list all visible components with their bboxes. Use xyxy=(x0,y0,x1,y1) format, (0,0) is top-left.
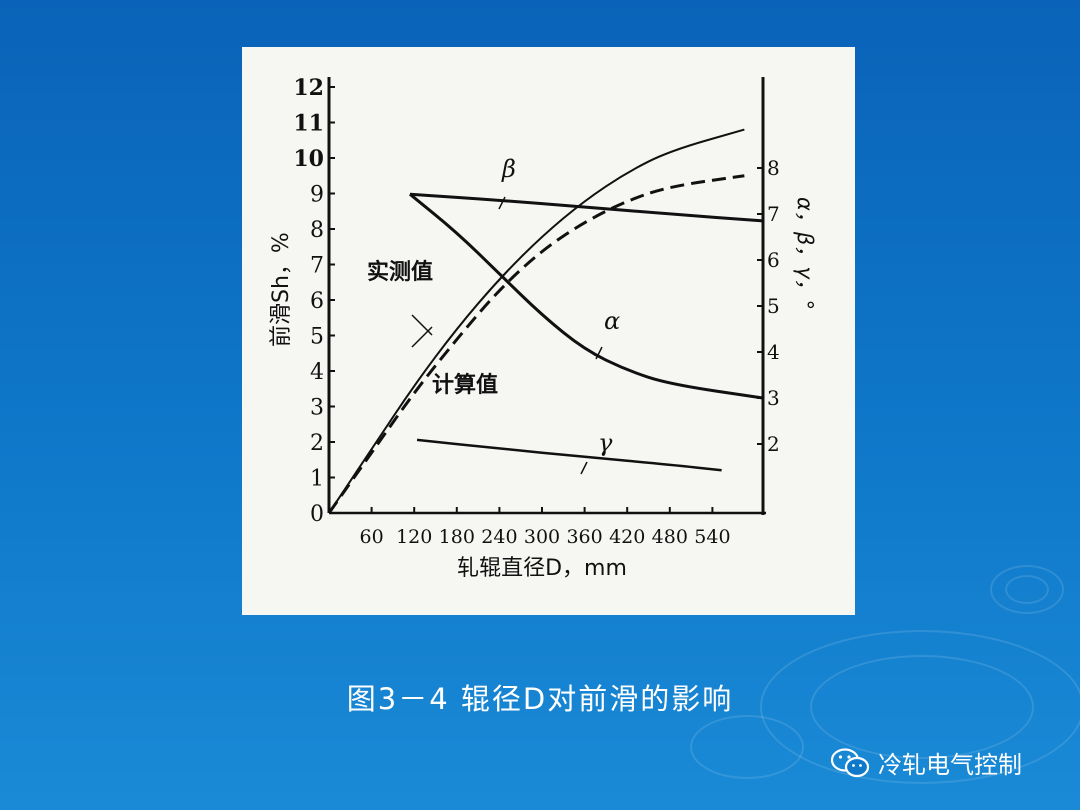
left-tick-label: 7 xyxy=(310,254,324,279)
series-line-0 xyxy=(328,128,745,514)
left-tick-label: 11 xyxy=(293,111,324,137)
left-tick-label: 9 xyxy=(310,183,324,208)
left-tick-label: 5 xyxy=(310,325,324,350)
series-leader-4 xyxy=(580,461,588,475)
wechat-icon xyxy=(830,747,870,777)
x-tick-label: 540 xyxy=(694,526,730,548)
right-tick-label: 3 xyxy=(767,386,780,410)
series-leader-1 xyxy=(411,326,433,348)
x-tick-label: 240 xyxy=(481,526,517,548)
left-tick-label: 1 xyxy=(310,467,324,492)
left-tick-label: 2 xyxy=(310,431,324,456)
series-line-1 xyxy=(327,174,745,514)
x-tick-label: 420 xyxy=(609,526,645,548)
series-leader-2 xyxy=(498,196,506,210)
left-tick-label: 8 xyxy=(310,218,324,243)
chart-panel: 0 1 2 3 4 5 6 7 8 9 10 11 12 2 3 4 5 6 7 8 60 120 180 240 300 360… xyxy=(242,47,855,615)
ripple-decoration xyxy=(1005,575,1049,604)
x-tick-label: 360 xyxy=(566,526,602,548)
left-axis-label: 前滑Sh，% xyxy=(269,232,294,347)
series-label-3: α xyxy=(604,307,620,335)
right-tick-label: 2 xyxy=(767,432,780,456)
right-tick-label: 4 xyxy=(767,340,780,364)
watermark-text: 冷轧电气控制 xyxy=(878,751,1022,779)
left-tick-label: 3 xyxy=(310,396,324,421)
x-tick-label: 180 xyxy=(439,526,475,548)
watermark: 冷轧电气控制 xyxy=(830,745,1022,780)
ripple-decoration xyxy=(690,715,804,779)
right-tick-label: 5 xyxy=(767,294,780,318)
right-tick-label: 8 xyxy=(767,156,780,180)
right-tick-label: 7 xyxy=(767,202,780,226)
series-leader-0 xyxy=(411,314,433,336)
x-tick-label: 300 xyxy=(524,526,560,548)
series-label-1: 计算值 xyxy=(432,372,498,398)
right-axis-label: α，β，γ，° xyxy=(793,197,817,310)
series-line-3 xyxy=(408,193,764,400)
left-tick-label: 10 xyxy=(293,146,324,172)
series-line-4 xyxy=(416,438,722,472)
ripple-decoration xyxy=(810,655,1034,759)
series-leader-3 xyxy=(595,346,603,360)
left-tick-label: 0 xyxy=(310,502,324,527)
series-label-2: β xyxy=(501,155,516,183)
left-tick-label: 6 xyxy=(310,289,324,314)
right-tick-label: 6 xyxy=(767,248,780,272)
figure-caption: 图3－4 辊径D对前滑的影响 xyxy=(346,682,734,716)
ripple-decoration xyxy=(760,630,1080,784)
x-tick-label: 60 xyxy=(360,526,384,548)
x-tick-label: 120 xyxy=(396,526,432,548)
series-line-2 xyxy=(409,192,763,223)
left-tick-label: 4 xyxy=(310,360,324,385)
left-tick-label: 12 xyxy=(293,75,324,101)
x-tick-label: 480 xyxy=(652,526,688,548)
ripple-decoration xyxy=(990,565,1064,614)
x-axis-label: 轧辊直径D，mm xyxy=(457,556,627,581)
series-label-4: γ xyxy=(598,429,613,457)
series-label-0: 实测值 xyxy=(367,259,433,285)
